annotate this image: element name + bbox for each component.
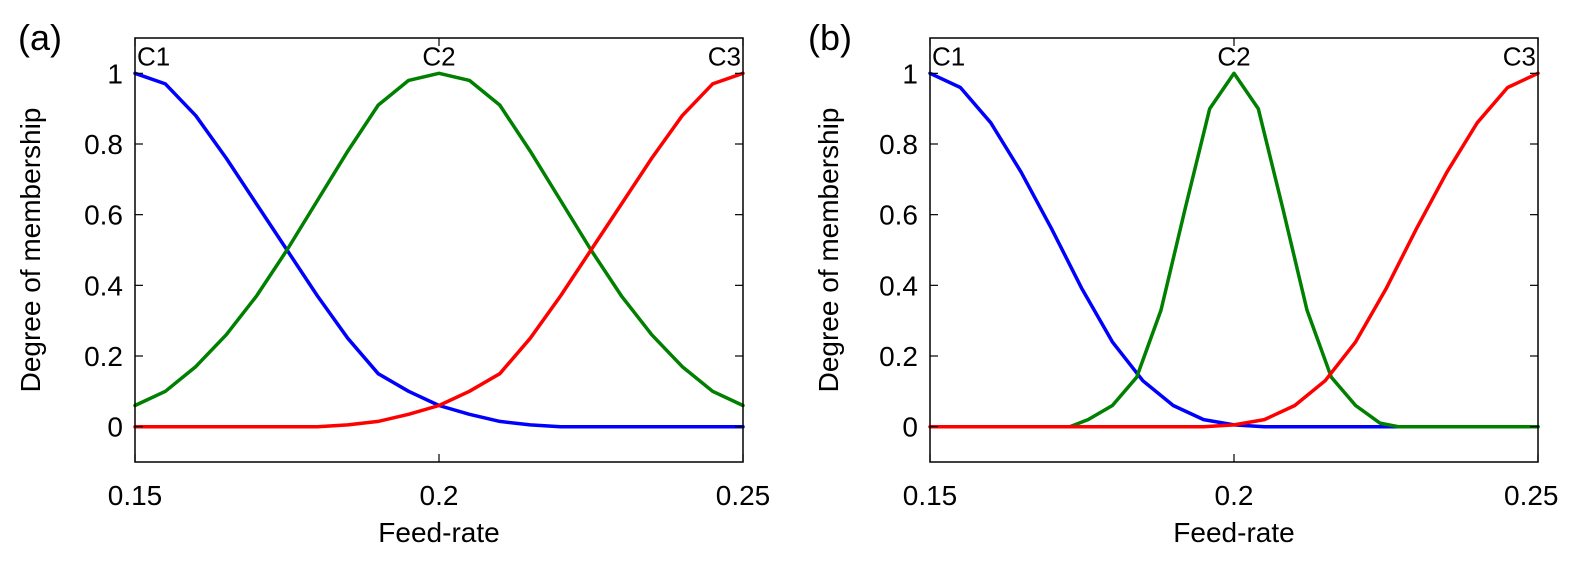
series-c1-line: [928, 71, 1540, 429]
x-axis-title: Feed-rate: [1173, 517, 1294, 548]
y-tick-label: 0.2: [84, 341, 123, 372]
series-c1-line: [133, 71, 745, 429]
x-axis-title: Feed-rate: [378, 517, 499, 548]
series-c2-line: [133, 71, 745, 408]
x-tick-label: 0.15: [108, 480, 163, 511]
y-tick-label: 0: [902, 412, 918, 443]
y-axis-title: Degree of membership: [813, 108, 844, 393]
y-tick-label: 0.6: [879, 200, 918, 231]
y-tick-label: 0.4: [84, 270, 123, 301]
curve-label-c1: C1: [932, 41, 965, 71]
curve-label-c2: C2: [422, 41, 455, 71]
curve-label-c3: C3: [1503, 41, 1536, 71]
panel-label: (a): [18, 17, 62, 58]
y-tick-label: 0.2: [879, 341, 918, 372]
y-axis-title: Degree of membership: [15, 108, 46, 393]
axes-frame: [134, 37, 744, 463]
x-tick-label: 0.25: [1504, 480, 1559, 511]
y-tick-label: 0: [107, 412, 123, 443]
x-tick-label: 0.25: [716, 480, 771, 511]
curve-label-c2: C2: [1217, 41, 1250, 71]
x-tick-label: 0.2: [420, 480, 459, 511]
y-tick-label: 0.8: [879, 129, 918, 160]
x-tick-label: 0.2: [1215, 480, 1254, 511]
x-tick-label: 0.15: [903, 480, 958, 511]
y-tick-label: 1: [107, 58, 123, 89]
y-tick-label: 0.6: [84, 200, 123, 231]
y-tick-label: 0.8: [84, 129, 123, 160]
panel-b: (b) 0 0.2 0.4 0.6 0.8 1 0.15 0.2 0.25 Feed-rate Deg…: [808, 17, 1559, 548]
series-c3-line: [133, 71, 745, 429]
y-tick-label: 0.4: [879, 270, 918, 301]
series-c2-line: [1068, 71, 1540, 429]
curve-label-c1: C1: [137, 41, 170, 71]
curve-label-c3: C3: [708, 41, 741, 71]
axes-frame: [929, 37, 1539, 463]
panel-a: (a) 0 0.2 0.4 0.6 0.8 1 0.15 0.2 0.25 Feed-rate Deg…: [15, 17, 770, 548]
panel-label: (b): [808, 17, 852, 58]
y-tick-label: 1: [902, 58, 918, 89]
series-c3-line: [928, 71, 1540, 429]
